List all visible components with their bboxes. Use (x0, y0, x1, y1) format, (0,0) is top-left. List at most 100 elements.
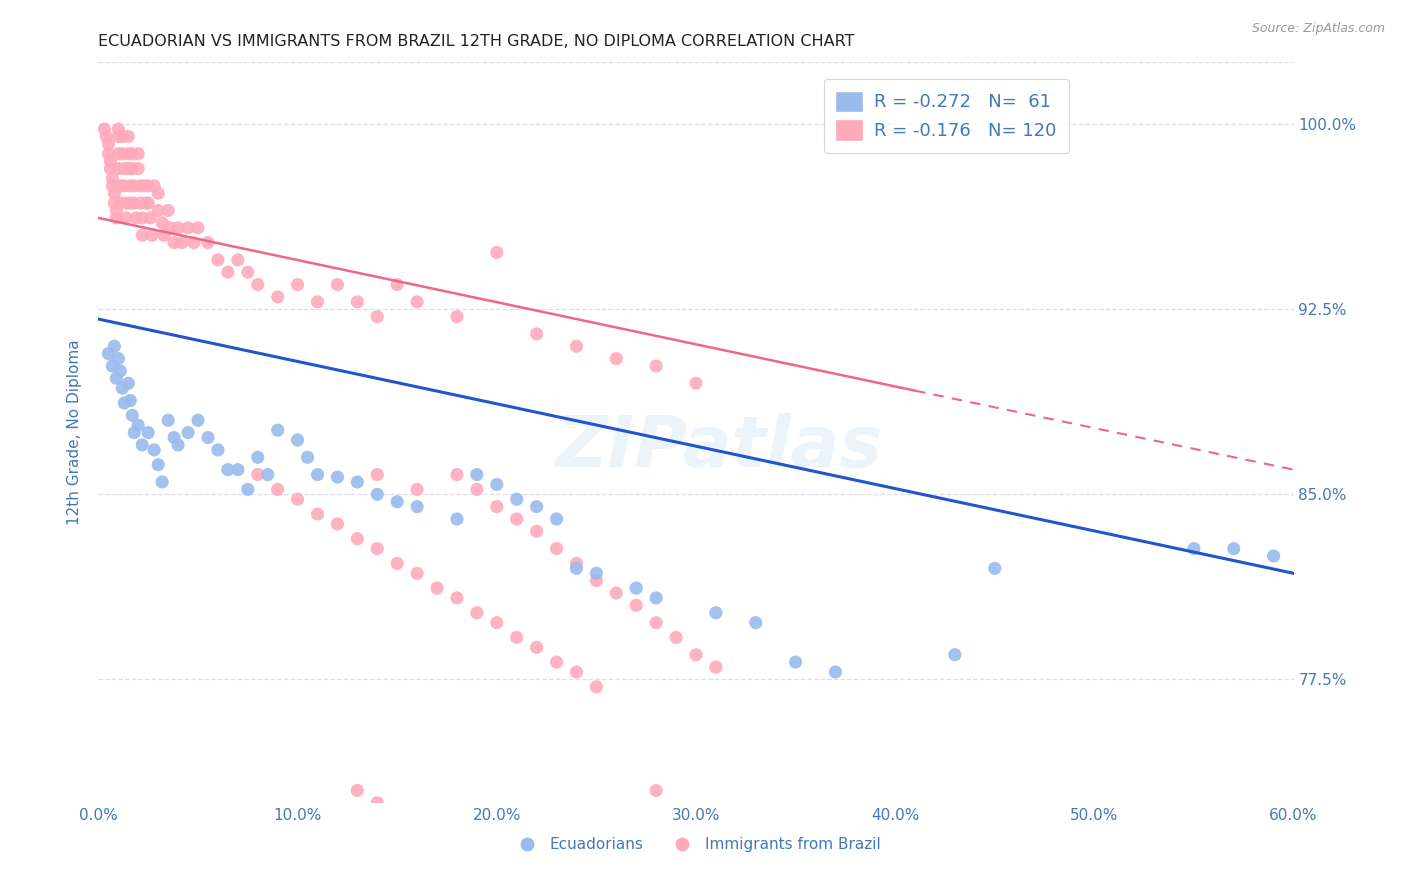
Point (626, 599, 648, 613)
Point (98, 161, 122, 176)
Point (129, 196, 152, 211)
Point (506, 492, 529, 507)
Point (115, 211, 138, 225)
Point (129, 178, 152, 193)
Point (1182, 541, 1205, 556)
Point (326, 470, 349, 484)
Point (115, 196, 138, 211)
Point (1263, 549, 1285, 563)
Point (426, 581, 449, 595)
Point (111, 381, 134, 395)
Point (197, 235, 219, 250)
Point (297, 450, 319, 465)
Point (785, 655, 807, 669)
Point (287, 433, 309, 447)
Point (105, 211, 128, 225)
Point (346, 532, 368, 546)
Point (217, 265, 239, 279)
Text: ZIPatlas: ZIPatlas (557, 413, 883, 482)
Point (685, 376, 707, 391)
Point (172, 235, 194, 250)
Point (167, 438, 190, 452)
Point (163, 431, 186, 445)
Point (124, 196, 146, 211)
Point (704, 606, 727, 620)
Point (148, 203, 170, 218)
Point (153, 228, 176, 243)
Point (110, 196, 132, 211)
Point (148, 458, 170, 472)
Point (366, 541, 388, 556)
Point (136, 425, 159, 440)
Point (127, 146, 149, 161)
Point (506, 512, 529, 526)
Point (134, 178, 156, 193)
Point (207, 252, 229, 267)
Point (183, 235, 205, 250)
Point (565, 561, 588, 575)
Point (465, 483, 488, 497)
Point (465, 467, 488, 482)
Point (105, 203, 128, 218)
Point (226, 462, 249, 476)
Point (226, 252, 249, 267)
Point (97, 346, 120, 360)
Point (117, 129, 139, 144)
Point (346, 783, 368, 797)
Point (177, 425, 200, 440)
Point (93, 122, 115, 136)
Point (287, 277, 309, 292)
Point (546, 512, 568, 526)
Point (124, 178, 146, 193)
Point (103, 186, 125, 201)
Point (141, 228, 163, 243)
Point (645, 783, 668, 797)
Point (585, 680, 607, 694)
Point (385, 808, 409, 822)
Point (485, 500, 508, 514)
Point (117, 376, 139, 391)
Point (406, 294, 429, 309)
Point (824, 665, 846, 679)
Point (446, 591, 468, 605)
Point (107, 161, 129, 176)
Point (117, 146, 139, 161)
Point (565, 665, 588, 679)
Point (143, 442, 166, 457)
Point (565, 557, 588, 571)
Point (267, 290, 290, 304)
Point (103, 196, 125, 211)
Point (287, 492, 309, 507)
Point (326, 277, 349, 292)
Point (101, 178, 124, 193)
Point (150, 475, 173, 489)
Text: ECUADORIAN VS IMMIGRANTS FROM BRAZIL 12TH GRADE, NO DIPLOMA CORRELATION CHART: ECUADORIAN VS IMMIGRANTS FROM BRAZIL 12T… (98, 34, 855, 49)
Point (485, 615, 508, 630)
Point (107, 129, 129, 144)
Point (136, 196, 159, 211)
Point (120, 393, 142, 408)
Point (121, 146, 143, 161)
Point (120, 196, 142, 211)
Point (565, 339, 588, 353)
Point (585, 566, 607, 581)
Point (157, 203, 180, 218)
Point (546, 541, 568, 556)
Point (526, 524, 548, 539)
Point (101, 171, 124, 186)
Point (446, 512, 468, 526)
Point (131, 438, 153, 452)
Point (267, 483, 290, 497)
Point (177, 220, 200, 235)
Point (307, 507, 329, 521)
Point (626, 581, 648, 595)
Point (217, 462, 239, 476)
Point (1223, 541, 1246, 556)
Point (366, 310, 388, 324)
Text: Source: ZipAtlas.com: Source: ZipAtlas.com (1251, 22, 1385, 36)
Point (148, 186, 170, 201)
Point (112, 396, 135, 410)
Point (406, 566, 429, 581)
Point (207, 442, 229, 457)
Point (136, 178, 159, 193)
